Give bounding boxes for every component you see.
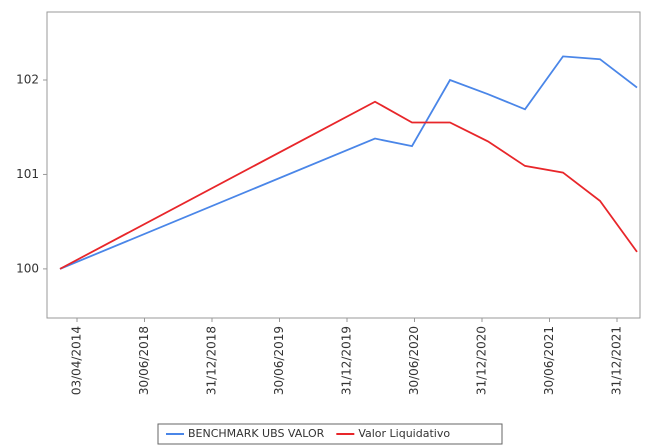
x-tick-label: 30/06/2018: [137, 326, 151, 395]
y-tick-label: 102: [16, 73, 39, 87]
line: [59, 55, 638, 270]
y-tick-label: 100: [16, 261, 39, 275]
x-tick-label: 31/12/2018: [205, 326, 219, 395]
x-tick-label: 31/12/2020: [475, 326, 489, 395]
x-tick-label: 30/06/2019: [272, 326, 286, 395]
x-tick-label: 30/06/2021: [542, 326, 556, 395]
legend-label: Valor Liquidativo: [358, 427, 450, 440]
x-tick-label: 31/12/2019: [340, 326, 354, 395]
line: [59, 100, 638, 270]
x-tick-label: 31/12/2021: [610, 326, 624, 395]
legend: BENCHMARK UBS VALOR Valor Liquidativo: [157, 423, 503, 445]
plot-area: [46, 11, 641, 319]
legend-box: [157, 423, 503, 445]
x-tick-label: 30/06/2020: [407, 326, 421, 395]
y-tick-label: 101: [16, 167, 39, 181]
x-tick-label: 03/04/2014: [70, 326, 84, 395]
legend-label: BENCHMARK UBS VALOR: [188, 427, 325, 440]
